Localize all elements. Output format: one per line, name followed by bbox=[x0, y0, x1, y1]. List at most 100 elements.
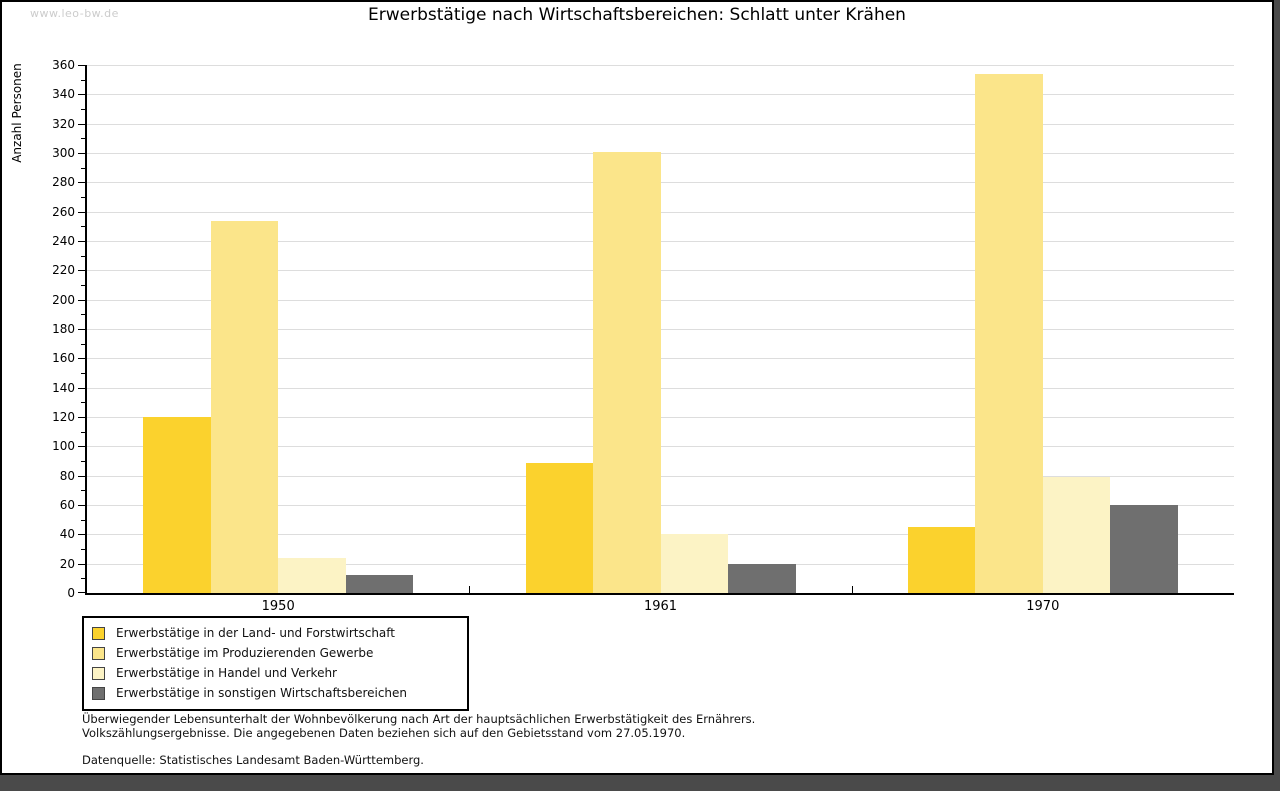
y-gridline bbox=[87, 299, 1234, 301]
y-tick-label: 20 bbox=[59, 556, 75, 571]
footer-note-line: Volkszählungsergebnisse. Die angegebenen… bbox=[82, 726, 686, 740]
footer-source: Datenquelle: Statistisches Landesamt Bad… bbox=[82, 753, 424, 767]
y-tick-label: 260 bbox=[52, 204, 75, 219]
y-minor-tick bbox=[81, 549, 85, 550]
y-tick-label: 240 bbox=[52, 234, 75, 248]
y-tick-label: 180 bbox=[52, 322, 75, 336]
y-tick-label: 0 bbox=[67, 586, 75, 600]
legend-item: Erwerbstätige in sonstigen Wirtschaftsbe… bbox=[92, 683, 459, 703]
legend-swatch bbox=[92, 626, 105, 640]
bar bbox=[278, 557, 346, 593]
y-major-tick bbox=[78, 241, 85, 242]
y-gridline bbox=[87, 417, 1234, 418]
y-gridline bbox=[87, 153, 1234, 154]
bar bbox=[143, 417, 211, 593]
y-major-tick bbox=[78, 417, 85, 418]
y-major-tick bbox=[78, 505, 85, 506]
x-boundary-tick bbox=[851, 586, 853, 593]
legend-label: Erwerbstätige im Produzierenden Gewerbe bbox=[116, 646, 374, 660]
y-tick-label: 80 bbox=[59, 468, 75, 483]
y-gridline bbox=[87, 358, 1234, 360]
y-tick-label: 200 bbox=[52, 292, 75, 307]
legend-item: Erwerbstätige im Produzierenden Gewerbe bbox=[92, 643, 459, 663]
y-minor-tick bbox=[81, 79, 85, 81]
x-boundary-tick bbox=[469, 586, 471, 593]
y-tick-label: 340 bbox=[52, 87, 75, 102]
y-major-tick bbox=[78, 475, 85, 477]
y-tick-label: 320 bbox=[52, 116, 75, 131]
y-minor-tick bbox=[81, 461, 85, 462]
y-major-tick bbox=[78, 563, 85, 565]
y-major-tick bbox=[78, 387, 85, 389]
y-minor-tick bbox=[81, 226, 85, 228]
y-minor-tick bbox=[81, 402, 85, 404]
watermark-url: www.leo-bw.de bbox=[30, 7, 119, 20]
y-major-tick bbox=[78, 358, 85, 360]
y-major-tick bbox=[78, 211, 85, 213]
y-gridline bbox=[87, 329, 1234, 330]
y-tick-label: 60 bbox=[59, 498, 75, 512]
bar bbox=[345, 575, 414, 593]
bar bbox=[907, 527, 976, 593]
y-minor-tick bbox=[81, 373, 85, 374]
y-tick-label: 160 bbox=[52, 351, 75, 366]
bar bbox=[1042, 477, 1111, 593]
bar bbox=[728, 563, 796, 593]
footer-notes: Überwiegender Lebensunterhalt der Wohnbe… bbox=[82, 712, 755, 740]
y-gridline bbox=[87, 387, 1234, 389]
y-major-tick bbox=[78, 329, 85, 330]
x-category-label: 1950 bbox=[261, 599, 295, 614]
x-category-label: 1970 bbox=[1026, 599, 1060, 614]
chart-page: www.leo-bw.de Erwerbstätige nach Wirtsch… bbox=[0, 0, 1274, 775]
y-gridline bbox=[87, 211, 1234, 213]
bar bbox=[525, 462, 593, 593]
y-major-tick bbox=[78, 270, 85, 272]
y-major-tick bbox=[78, 94, 85, 96]
y-minor-tick bbox=[81, 314, 85, 316]
legend-swatch bbox=[92, 686, 105, 700]
y-tick-label: 280 bbox=[52, 175, 75, 190]
y-minor-tick bbox=[81, 490, 85, 492]
legend-swatch bbox=[92, 666, 105, 680]
y-major-tick bbox=[78, 182, 85, 184]
y-gridline bbox=[87, 65, 1234, 66]
y-tick-label: 360 bbox=[52, 58, 75, 72]
y-minor-tick bbox=[81, 519, 85, 521]
y-major-tick bbox=[78, 446, 85, 448]
legend-item: Erwerbstätige in der Land- und Forstwirt… bbox=[92, 623, 459, 643]
bar bbox=[975, 73, 1043, 593]
y-axis-title: Anzahl Personen bbox=[10, 63, 24, 163]
legend-box: Erwerbstätige in der Land- und Forstwirt… bbox=[82, 616, 469, 711]
y-gridline bbox=[87, 446, 1234, 448]
y-minor-tick bbox=[81, 197, 85, 198]
legend-swatch bbox=[92, 646, 105, 660]
x-category-label: 1961 bbox=[643, 599, 678, 614]
legend-label: Erwerbstätige in sonstigen Wirtschaftsbe… bbox=[116, 686, 408, 700]
plot-area: 0 20 40 60 80 100 120 140 160 180 200 220 240 260 280 3… bbox=[52, 58, 1234, 614]
y-major-tick bbox=[78, 123, 85, 125]
bar bbox=[1110, 505, 1178, 593]
y-minor-tick bbox=[81, 255, 85, 257]
bar bbox=[660, 534, 728, 593]
y-major-tick bbox=[78, 65, 85, 66]
legend-label: Erwerbstätige in Handel und Verkehr bbox=[116, 666, 337, 680]
y-major-tick bbox=[78, 153, 85, 154]
bar bbox=[593, 151, 661, 593]
y-minor-tick bbox=[81, 431, 85, 433]
y-minor-tick bbox=[81, 109, 85, 110]
y-tick-label: 100 bbox=[52, 439, 75, 454]
chart-title: Erwerbstätige nach Wirtschaftsbereichen:… bbox=[368, 5, 906, 25]
y-minor-tick bbox=[81, 578, 85, 580]
y-tick-label: 140 bbox=[52, 380, 75, 395]
y-tick-label: 120 bbox=[52, 410, 75, 424]
y-gridline bbox=[87, 123, 1234, 125]
y-minor-tick bbox=[81, 285, 85, 286]
y-gridline bbox=[87, 475, 1234, 477]
y-tick-label: 300 bbox=[52, 146, 75, 160]
y-major-tick bbox=[78, 592, 85, 593]
y-gridline bbox=[87, 241, 1234, 242]
y-major-tick bbox=[78, 299, 85, 301]
y-minor-tick bbox=[81, 138, 85, 140]
footer-note-line: Überwiegender Lebensunterhalt der Wohnbe… bbox=[82, 712, 756, 726]
